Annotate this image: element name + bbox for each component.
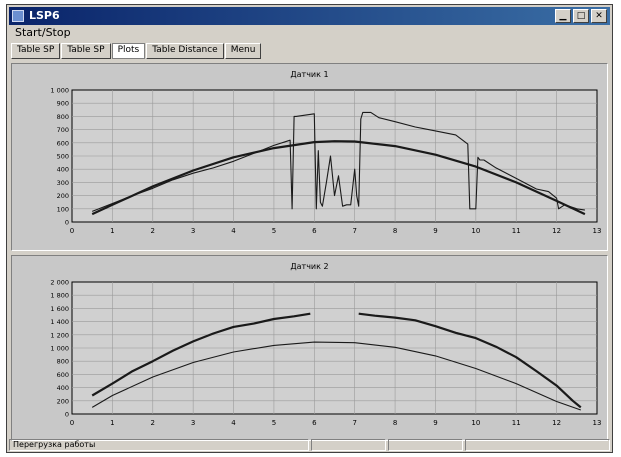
close-button[interactable]: ✕ [591,9,607,23]
x-tick-label: 7 [352,419,356,427]
menu-item-start-stop[interactable]: Start/Stop [15,26,71,39]
y-tick-label: 300 [57,179,69,187]
status-cell-2 [388,439,463,451]
x-tick-label: 4 [231,419,236,427]
chart-1-title: Датчик 1 [290,70,329,79]
y-tick-label: 1 600 [50,305,69,313]
tab-table-sp-1[interactable]: Table SP [11,43,61,59]
x-tick-label: 10 [471,419,480,427]
y-tick-label: 1 800 [50,292,69,300]
series-line-2 [91,140,586,216]
x-tick-label: 9 [433,227,437,235]
tab-menu[interactable]: Menu [224,43,262,59]
x-tick-label: 12 [552,419,561,427]
x-tick-label: 2 [151,227,155,235]
x-tick-label: 8 [393,227,397,235]
chart-2-title: Датчик 2 [290,262,329,271]
minimize-button[interactable]: ▁ [555,9,571,23]
x-tick-label: 9 [433,419,437,427]
y-tick-label: 200 [57,192,69,200]
series-line-1 [91,312,311,397]
x-tick-label: 13 [593,227,602,235]
x-tick-label: 2 [151,419,155,427]
status-bar: Перегрузка работы [9,439,610,451]
app-window: LSP6 ▁ □ ✕ Start/Stop Table SP Table SP … [6,4,613,453]
y-tick-label: 200 [57,397,69,405]
y-tick-label: 600 [57,139,69,147]
window-title: LSP6 [29,9,60,22]
x-tick-label: 3 [191,227,195,235]
app-icon [12,10,24,22]
menu-bar: Start/Stop [15,26,71,39]
x-tick-label: 1 [110,227,114,235]
x-tick-label: 11 [512,419,521,427]
chart-panel-2: Датчик 2 0 1 2 3 4 5 6 7 8 9 10 11 12 13 0 200 400 600 800… [11,255,608,441]
y-tick-label: 1 000 [50,345,69,353]
x-tick-label: 12 [552,227,561,235]
x-tick-label: 6 [312,227,317,235]
x-tick-label: 10 [471,227,480,235]
window-controls: ▁ □ ✕ [555,9,607,23]
y-tick-label: 0 [65,219,69,227]
chart-panel-1: Датчик 1 0 1 2 3 4 5 6 7 8 9 10 11 12 13 0 100 200 300 400… [11,63,608,251]
tab-plots[interactable]: Plots [111,43,146,59]
y-tick-label: 400 [57,384,69,392]
tab-table-distance[interactable]: Table Distance [146,43,224,59]
x-tick-label: 5 [272,419,276,427]
x-tick-label: 0 [70,419,74,427]
tab-strip: Table SP Table SP Plots Table Distance M… [11,43,262,59]
y-tick-label: 0 [65,411,69,419]
y-tick-label: 1 400 [50,318,69,326]
x-tick-label: 7 [352,227,356,235]
y-tick-label: 400 [57,166,69,174]
x-tick-label: 6 [312,419,317,427]
status-cell-3 [465,439,610,451]
x-tick-label: 11 [512,227,521,235]
y-tick-label: 800 [57,358,69,366]
x-tick-label: 8 [393,419,397,427]
series-line-3 [91,341,581,411]
tab-table-sp-2[interactable]: Table SP [61,43,111,59]
series-line-1 [91,111,585,212]
series-line-2 [358,312,582,409]
y-tick-label: 700 [57,126,69,134]
maximize-button[interactable]: □ [573,9,589,23]
title-bar: LSP6 ▁ □ ✕ [9,7,610,25]
y-tick-label: 100 [57,205,69,213]
status-cell-1 [311,439,386,451]
status-text: Перегрузка работы [9,439,309,451]
y-tick-label: 600 [57,371,69,379]
y-tick-label: 1 000 [50,87,69,95]
x-tick-label: 1 [110,419,114,427]
y-tick-label: 900 [57,100,69,108]
y-tick-label: 2 000 [50,279,69,287]
x-tick-label: 0 [70,227,74,235]
x-tick-label: 5 [272,227,276,235]
chart-1-plot: 0 1 2 3 4 5 6 7 8 9 10 11 12 130100200300400500600700… [50,87,602,236]
x-tick-label: 13 [593,419,602,427]
x-tick-label: 3 [191,419,195,427]
y-tick-label: 1 200 [50,331,69,339]
x-tick-label: 4 [231,227,236,235]
y-tick-label: 500 [57,153,69,161]
y-tick-label: 800 [57,113,69,121]
